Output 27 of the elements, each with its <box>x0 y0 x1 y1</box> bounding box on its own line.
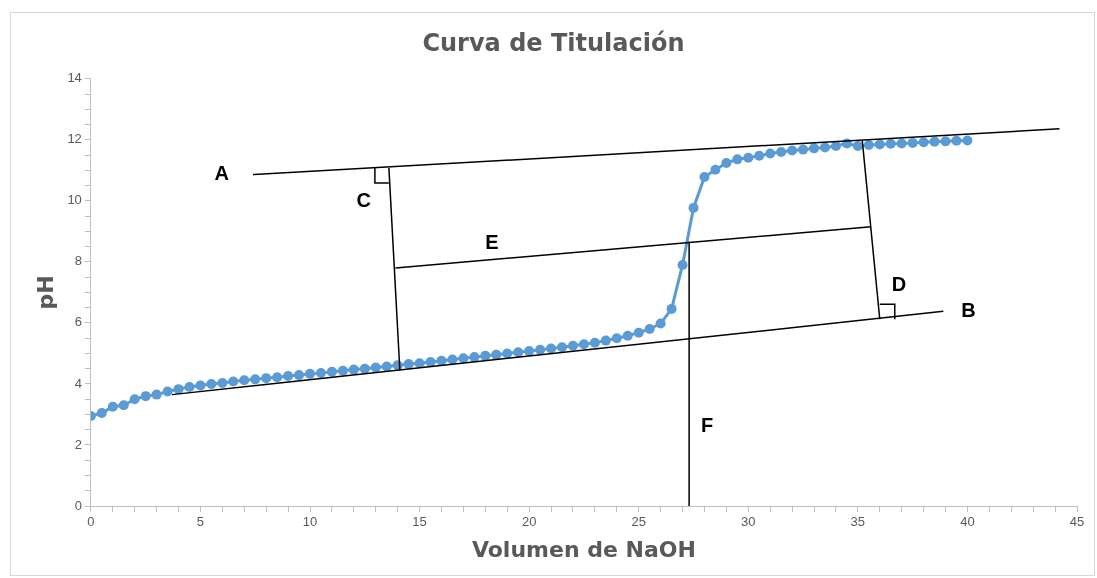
chart-title: Curva de Titulación <box>422 28 685 57</box>
annotation: C <box>356 189 371 212</box>
x-tick-label: 20 <box>521 514 537 530</box>
y-tick-label: 2 <box>74 436 82 452</box>
annotation: D <box>891 272 907 295</box>
annotation: E <box>485 231 499 254</box>
x-tick-label: 30 <box>741 514 756 530</box>
x-tick-label: 10 <box>302 514 318 530</box>
annotation: F <box>701 414 714 437</box>
x-tick-label: 45 <box>1069 514 1085 530</box>
y-tick-label: 14 <box>67 70 82 86</box>
x-axis-title: Volumen de NaOH <box>471 536 696 562</box>
x-tick-label: 35 <box>850 514 866 530</box>
y-tick-label: 12 <box>67 131 82 147</box>
annotation: A <box>214 162 230 185</box>
y-tick-label: 4 <box>74 375 82 391</box>
x-tick-label: 40 <box>960 514 975 530</box>
y-tick-label: 8 <box>74 253 82 269</box>
x-tick-label: 15 <box>412 514 427 530</box>
y-tick-label: 6 <box>74 314 82 330</box>
x-tick-label: 0 <box>87 514 95 530</box>
x-tick-label: 5 <box>196 514 205 530</box>
x-tick-label: 25 <box>631 514 646 530</box>
annotation: B <box>961 298 976 321</box>
y-tick-label: 0 <box>74 497 82 513</box>
y-axis-title: pH <box>32 275 58 310</box>
y-tick-label: 10 <box>67 192 82 208</box>
